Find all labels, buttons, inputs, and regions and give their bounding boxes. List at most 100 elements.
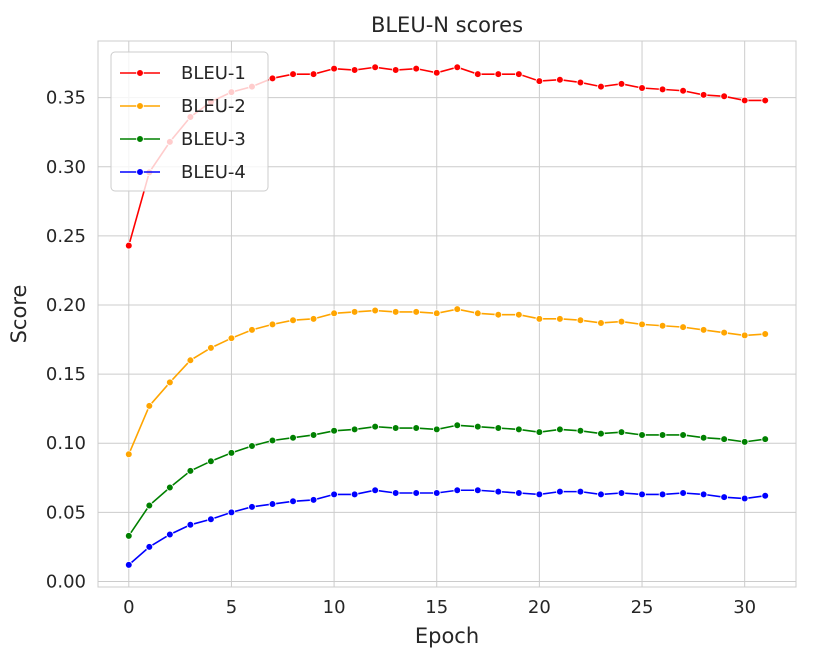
- data-point: [617, 489, 626, 497]
- data-point: [309, 431, 318, 439]
- x-tick-label: 5: [226, 597, 237, 618]
- data-point: [124, 450, 133, 459]
- data-point: [371, 306, 379, 315]
- data-point: [145, 543, 154, 551]
- data-point: [638, 431, 646, 439]
- data-point: [699, 326, 708, 334]
- data-point: [453, 305, 462, 313]
- data-point: [679, 323, 687, 331]
- x-axis-ticks: 0 5 10 15 20 25 30: [123, 597, 756, 618]
- data-point: [597, 82, 605, 91]
- data-point: [494, 310, 503, 319]
- data-point: [740, 494, 749, 503]
- data-point: [535, 428, 544, 436]
- legend-item: BLEU-1: [120, 63, 246, 84]
- legend-marker: [136, 69, 144, 77]
- data-point: [330, 64, 338, 73]
- data-point: [515, 310, 523, 319]
- data-point: [432, 309, 441, 318]
- data-point: [350, 490, 359, 499]
- data-point: [556, 425, 564, 434]
- data-point: [432, 425, 441, 434]
- data-point: [473, 486, 482, 495]
- data-point: [453, 486, 462, 495]
- data-point: [617, 80, 626, 88]
- data-point: [350, 66, 359, 74]
- data-point: [638, 320, 646, 329]
- data-point: [720, 92, 728, 101]
- x-tick-label: 15: [425, 597, 448, 618]
- data-point: [597, 429, 605, 438]
- data-point: [658, 85, 667, 94]
- data-point: [145, 402, 154, 410]
- data-point: [350, 425, 359, 434]
- data-point: [350, 308, 359, 316]
- data-point: [515, 70, 523, 78]
- y-tick-label: 0.10: [46, 433, 86, 454]
- data-point: [556, 487, 564, 496]
- data-point: [207, 344, 215, 352]
- y-axis-ticks: 0.00 0.05 0.10 0.15 0.20 0.25 0.30 0.35: [46, 88, 86, 593]
- data-point: [576, 316, 585, 325]
- data-point: [576, 426, 585, 435]
- data-point: [391, 308, 400, 316]
- data-point: [166, 530, 174, 539]
- data-point: [597, 490, 605, 499]
- data-point: [494, 487, 503, 496]
- data-point: [720, 493, 728, 501]
- data-point: [515, 489, 523, 497]
- data-point: [289, 70, 297, 78]
- x-axis-title: Epoch: [415, 624, 479, 648]
- data-point: [761, 435, 770, 443]
- data-point: [617, 428, 626, 436]
- data-point: [268, 500, 277, 508]
- legend-item: BLEU-3: [120, 129, 246, 150]
- data-point: [227, 334, 236, 342]
- legend-box: [110, 51, 269, 192]
- data-point: [597, 319, 605, 327]
- legend-label: BLEU-2: [181, 96, 246, 117]
- data-point: [699, 490, 708, 499]
- data-point: [309, 496, 318, 504]
- data-point: [289, 433, 297, 442]
- data-point: [330, 490, 338, 499]
- y-tick-label: 0.00: [46, 571, 86, 592]
- data-point: [761, 491, 770, 500]
- data-point: [248, 503, 256, 511]
- data-point: [412, 308, 421, 316]
- data-point: [556, 75, 564, 84]
- legend-items: BLEU-1 BLEU-2 BLEU-3 BLEU-4: [120, 63, 246, 183]
- data-point: [720, 435, 728, 443]
- y-tick-label: 0.30: [46, 157, 86, 178]
- data-point: [248, 326, 256, 334]
- data-point: [494, 424, 503, 432]
- legend-marker: [136, 135, 144, 143]
- data-point: [166, 378, 174, 387]
- x-tick-label: 10: [323, 597, 346, 618]
- data-point: [227, 449, 236, 457]
- data-point: [289, 497, 297, 506]
- data-point: [166, 483, 174, 492]
- data-point: [371, 422, 379, 431]
- legend: BLEU-1 BLEU-2 BLEU-3 BLEU-4: [110, 51, 269, 192]
- data-point: [699, 433, 708, 442]
- data-point: [145, 501, 154, 510]
- data-point: [556, 315, 564, 323]
- y-tick-label: 0.05: [46, 502, 86, 523]
- data-point: [371, 63, 379, 72]
- data-point: [124, 241, 133, 250]
- data-point: [576, 487, 585, 496]
- legend-marker: [136, 168, 144, 176]
- y-tick-label: 0.35: [46, 88, 86, 109]
- data-point: [453, 421, 462, 430]
- data-point: [679, 86, 687, 95]
- data-point: [658, 490, 667, 499]
- data-point: [186, 467, 195, 475]
- data-point: [207, 515, 215, 524]
- data-point: [268, 74, 277, 83]
- data-point: [679, 431, 687, 439]
- data-point: [432, 489, 441, 497]
- data-point: [473, 309, 482, 318]
- y-axis-title: Score: [7, 285, 31, 344]
